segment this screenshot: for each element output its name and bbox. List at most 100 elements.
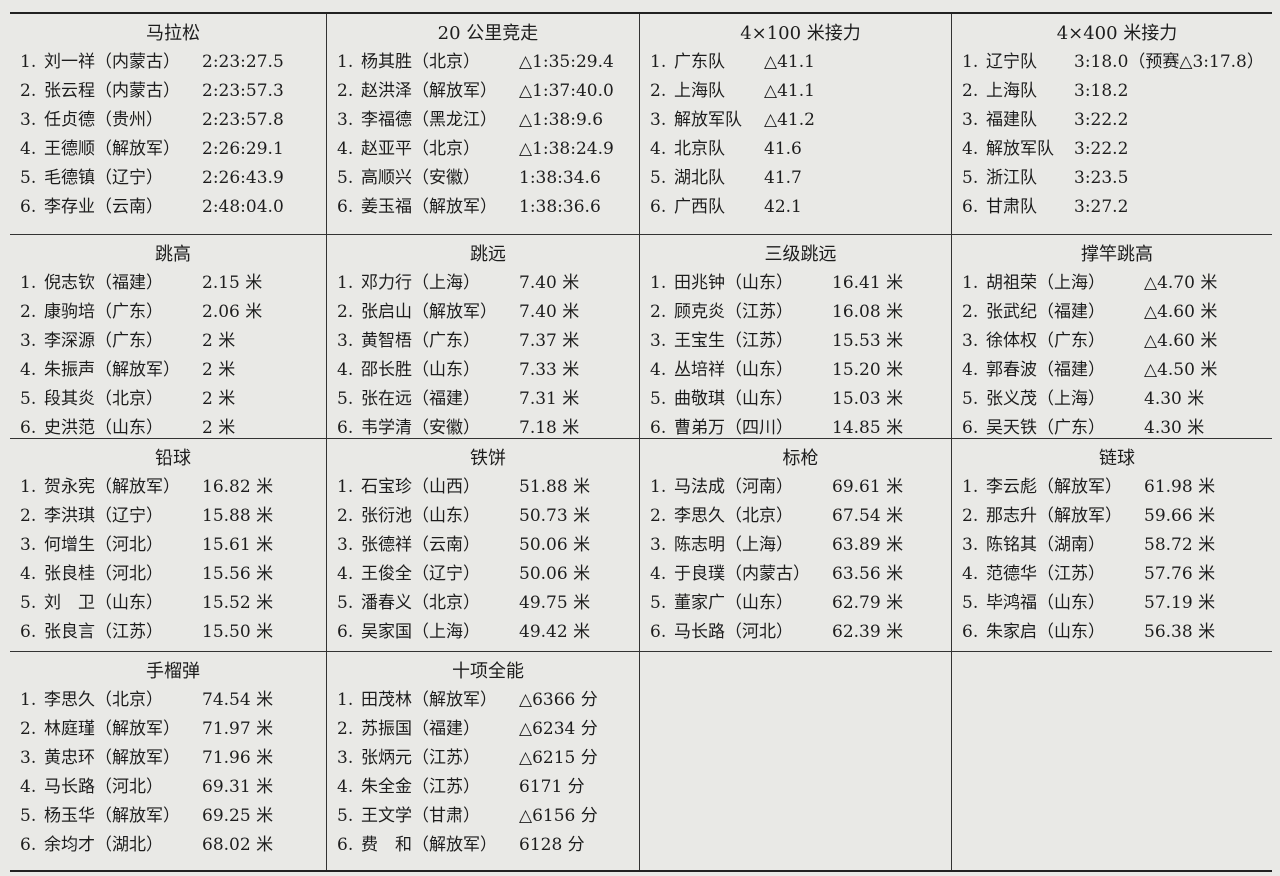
result-row: 6. 余均才（湖北） 68.02 米 [20,831,326,860]
event-title: 4×100 米接力 [740,23,861,44]
entry-result: 6128 分 [519,835,585,855]
entry-name: 于良璞（内蒙古） [674,564,810,584]
entry-result: △4.50 米 [1144,360,1218,380]
entry-rank: 5. [20,389,37,409]
entry-rank: 3. [20,748,37,768]
entry-rank: 5. [20,168,37,188]
result-row: 2. 顾克炎（江苏） 16.08 米 [650,298,951,327]
entry-result: 69.25 米 [202,806,274,826]
entry-rank: 4. [20,777,37,797]
entry-rank: 6. [962,197,979,217]
entry-result: 56.38 米 [1144,622,1216,642]
result-row: 1. 杨其胜（北京） △1:35:29.4 [337,48,639,77]
result-row: 4. 张良桂（河北） 15.56 米 [20,560,326,589]
result-row: 4. 郭春波（福建） △4.50 米 [962,356,1272,385]
entry-name: 解放军队 [986,139,1054,159]
entry-name: 那志升（解放军） [986,506,1122,526]
entry-rank: 4. [337,777,354,797]
entry-name: 黄忠环（解放军） [44,748,180,768]
entry-name: 朱振声（解放军） [44,360,180,380]
entry-name: 广东队 [674,52,725,72]
event-cell: 铁饼 1. 石宝珍（山西） 51.88 米 2. 张衍池（山东） 50.73 米 3. 张德祥（… [327,439,640,652]
result-row: 6. 吴家国（上海） 49.42 米 [337,618,639,647]
entry-rank: 5. [650,593,667,613]
entry-name: 费 和（解放军） [361,835,497,855]
entry-name: 朱家启（山东） [986,622,1105,642]
result-row: 1. 邓力行（上海） 7.40 米 [337,269,639,298]
entry-rank: 2. [650,506,667,526]
entry-rank: 5. [337,168,354,188]
entry-result: 2:23:27.5 [202,52,284,72]
result-row: 1. 贺永宪（解放军） 16.82 米 [20,473,326,502]
entry-name: 李洪琪（辽宁） [44,506,163,526]
result-row: 3. 黄忠环（解放军） 71.96 米 [20,744,326,773]
entry-rank: 4. [337,564,354,584]
entry-rank: 4. [650,360,667,380]
entry-rank: 1. [20,477,37,497]
entry-name: 李福德（黑龙江） [361,110,497,130]
entry-result: △1:35:29.4 [519,52,614,72]
result-row: 6. 李存业（云南） 2:48:04.0 [20,193,326,222]
result-row: 2. 上海队 3:18.2 [962,77,1272,106]
entry-result: 71.97 米 [202,719,274,739]
entry-name: 郭春波（福建） [986,360,1105,380]
entry-name: 马长路（河北） [44,777,163,797]
event-cell: 链球 1. 李云彪（解放军） 61.98 米 2. 那志升（解放军） 59.66 米 3. 陈铭… [952,439,1272,652]
entry-result: 15.56 米 [202,564,274,584]
result-row: 6. 朱家启（山东） 56.38 米 [962,618,1272,647]
entry-result: 68.02 米 [202,835,274,855]
entry-rank: 6. [962,418,979,438]
entry-name: 顾克炎（江苏） [674,302,793,322]
entry-rank: 1. [20,690,37,710]
entry-result: △4.70 米 [1144,273,1218,293]
entry-rank: 2. [337,81,354,101]
entry-rank: 5. [962,168,979,188]
entry-result: 7.40 米 [519,302,580,322]
entry-result: 2:26:29.1 [202,139,284,159]
entry-rank: 5. [20,806,37,826]
entry-result: 15.50 米 [202,622,274,642]
empty-cell [952,652,1272,870]
entry-rank: 1. [20,273,37,293]
entry-result: 2 米 [202,418,236,438]
entry-result: 1:38:36.6 [519,197,601,217]
entry-name: 陈志明（上海） [674,535,793,555]
entry-result: 69.61 米 [832,477,904,497]
event-cell: 4×400 米接力 1. 辽宁队 3:18.0（预赛△3:17.8） 2. 上海队 3:18… [952,14,1272,235]
entry-result: 7.18 米 [519,418,580,438]
entry-name: 张炳元（江苏） [361,748,480,768]
entry-name: 张启山（解放军） [361,302,497,322]
entry-name: 张良言（江苏） [44,622,163,642]
entry-result: △4.60 米 [1144,302,1218,322]
result-row: 3. 陈志明（上海） 63.89 米 [650,531,951,560]
entry-result: 2.06 米 [202,302,263,322]
entry-result: 15.53 米 [832,331,904,351]
entry-result: 15.03 米 [832,389,904,409]
entry-result: 15.61 米 [202,535,274,555]
entry-name: 吴天铁（广东） [986,418,1105,438]
entry-name: 张云程（内蒙古） [44,81,180,101]
result-row: 5. 曲敬琪（山东） 15.03 米 [650,385,951,414]
entry-result: 16.08 米 [832,302,904,322]
entry-name: 刘一祥（内蒙古） [44,52,180,72]
entry-name: 张良桂（河北） [44,564,163,584]
entry-name: 段其炎（北京） [44,389,163,409]
result-row: 2. 苏振国（福建） △6234 分 [337,715,639,744]
entry-result: 69.31 米 [202,777,274,797]
event-title: 标枪 [782,448,819,469]
entry-rank: 5. [337,593,354,613]
entry-rank: 4. [962,360,979,380]
entry-rank: 2. [20,302,37,322]
entry-name: 张义茂（上海） [986,389,1105,409]
entry-rank: 3. [337,110,354,130]
entry-rank: 3. [962,331,979,351]
event-cell: 20 公里竞走 1. 杨其胜（北京） △1:35:29.4 2. 赵洪泽（解放军） △1:3… [327,14,640,235]
event-cell: 跳高 1. 倪志钦（福建） 2.15 米 2. 康驹培（广东） 2.06 米 3. 李深源（广东… [10,235,327,439]
result-row: 3. 张德祥（云南） 50.06 米 [337,531,639,560]
entry-name: 刘 卫（山东） [44,593,163,613]
entry-name: 曲敬琪（山东） [674,389,793,409]
entry-rank: 1. [962,477,979,497]
result-row: 2. 张启山（解放军） 7.40 米 [337,298,639,327]
entry-name: 何增生（河北） [44,535,163,555]
entry-rank: 2. [337,719,354,739]
